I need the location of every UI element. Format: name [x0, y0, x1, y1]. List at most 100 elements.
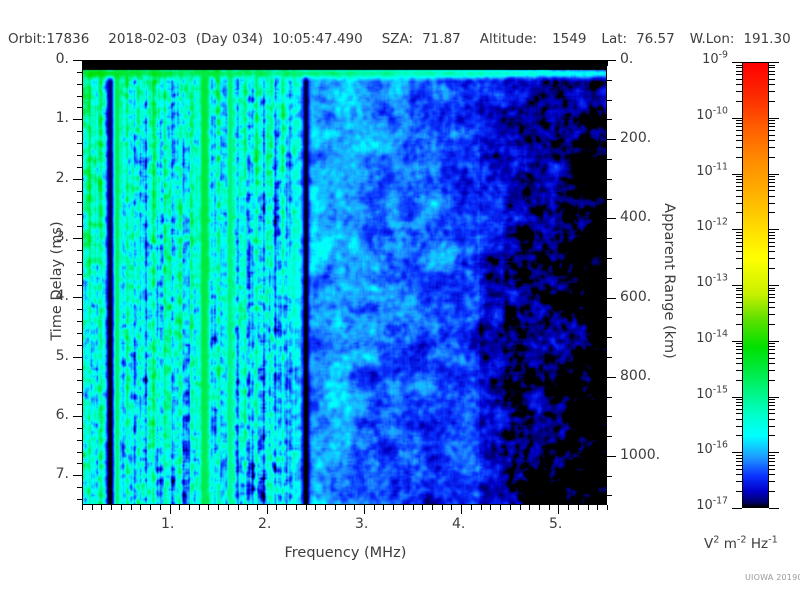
axis-tick	[189, 505, 190, 510]
colorbar-tick	[736, 186, 742, 187]
axis-tick	[121, 61, 122, 66]
axis-tick	[403, 505, 404, 510]
colorbar-tick	[769, 242, 775, 243]
axis-tick	[82, 505, 83, 510]
axis-tick	[364, 505, 365, 514]
colorbar-tick	[769, 481, 775, 482]
colorbar-tick	[736, 302, 742, 303]
colorbar-tick	[736, 212, 742, 213]
axis-tick	[607, 238, 612, 239]
axis-tick-label: 7.	[55, 466, 69, 482]
axis-tick	[77, 309, 82, 310]
day-of-year: (Day 034)	[195, 31, 264, 47]
colorbar-tick	[769, 176, 775, 177]
axis-tick	[77, 262, 82, 263]
axis-tick	[471, 505, 472, 510]
sza-label: SZA:	[381, 31, 414, 47]
colorbar-tick	[736, 346, 742, 347]
colorbar-tick	[732, 174, 742, 175]
colorbar-tick-label: 10-16	[696, 439, 728, 457]
axis-tick	[77, 226, 82, 227]
colorbar-tick	[769, 419, 775, 420]
axis-tick	[413, 505, 414, 510]
colorbar-tick	[769, 123, 775, 124]
axis-tick	[77, 250, 82, 251]
axis-tick	[73, 179, 82, 180]
axis-tick-label: 4.	[452, 516, 466, 532]
colorbar-tick	[736, 235, 742, 236]
wlon-label: W.Lon:	[689, 31, 735, 47]
axis-tick	[101, 505, 102, 510]
colorbar-tick	[736, 179, 742, 180]
axis-tick	[77, 84, 82, 85]
axis-tick	[267, 505, 268, 514]
axis-tick	[77, 96, 82, 97]
colorbar-tick	[769, 74, 775, 75]
axis-tick	[77, 72, 82, 73]
altitude-value: 1549	[552, 31, 587, 47]
axis-tick	[481, 61, 482, 66]
colorbar-tick	[736, 465, 742, 466]
axis-tick	[442, 61, 443, 66]
colorbar-tick	[736, 474, 742, 475]
axis-tick	[558, 61, 559, 70]
axis-tick-label: 3.	[55, 229, 69, 245]
colorbar-tick	[732, 285, 742, 286]
y-axis-right-title: Apparent Range (km)	[661, 202, 677, 359]
axis-tick	[588, 505, 589, 510]
axis-tick	[607, 298, 616, 299]
axis-tick	[510, 61, 511, 66]
colorbar-tick	[769, 62, 779, 63]
axis-tick	[208, 61, 209, 66]
axis-tick	[160, 505, 161, 510]
axis-tick	[208, 505, 209, 510]
axis-tick	[77, 191, 82, 192]
axis-tick	[607, 456, 616, 457]
orbit-value: 17836	[46, 31, 90, 47]
axis-tick	[597, 61, 598, 66]
colorbar-tick	[769, 101, 775, 102]
colorbar-tick-label: 10-11	[696, 161, 728, 179]
axis-tick	[529, 505, 530, 510]
axis-tick	[335, 61, 336, 66]
axis-tick	[393, 505, 394, 510]
axis-tick	[383, 505, 384, 510]
colorbar-tick	[736, 458, 742, 459]
colorbar-tick	[769, 469, 775, 470]
colorbar-tick	[736, 455, 742, 456]
colorbar-tick	[736, 380, 742, 381]
axis-tick	[150, 61, 151, 66]
axis-tick	[77, 380, 82, 381]
axis-tick	[325, 61, 326, 66]
colorbar-tick	[769, 118, 779, 119]
axis-tick	[451, 61, 452, 66]
axis-tick	[432, 61, 433, 66]
colorbar-tick	[769, 232, 775, 233]
axis-tick	[77, 285, 82, 286]
colorbar-tick	[736, 491, 742, 492]
axis-tick	[374, 61, 375, 66]
colorbar-tick	[736, 314, 742, 315]
axis-tick	[306, 505, 307, 510]
colorbar-tick	[769, 370, 775, 371]
axis-tick	[597, 505, 598, 510]
colorbar-tick	[769, 229, 779, 230]
axis-tick	[529, 61, 530, 66]
axis-tick-label: 3.	[355, 516, 369, 532]
colorbar-tick	[769, 246, 775, 247]
axis-tick	[325, 505, 326, 510]
spectrogram-canvas	[83, 61, 606, 504]
colorbar-tick	[732, 62, 742, 63]
axis-tick	[607, 258, 612, 259]
axis-tick	[607, 505, 608, 510]
axis-tick	[131, 505, 132, 510]
colorbar-tick	[769, 140, 775, 141]
colorbar-tick	[736, 370, 742, 371]
colorbar-tick	[769, 120, 775, 121]
axis-tick-label: 2.	[55, 170, 69, 186]
colorbar-tick	[769, 346, 775, 347]
colorbar-tick	[769, 314, 775, 315]
axis-tick	[383, 61, 384, 66]
axis-tick	[461, 505, 462, 514]
axis-tick	[607, 495, 612, 496]
